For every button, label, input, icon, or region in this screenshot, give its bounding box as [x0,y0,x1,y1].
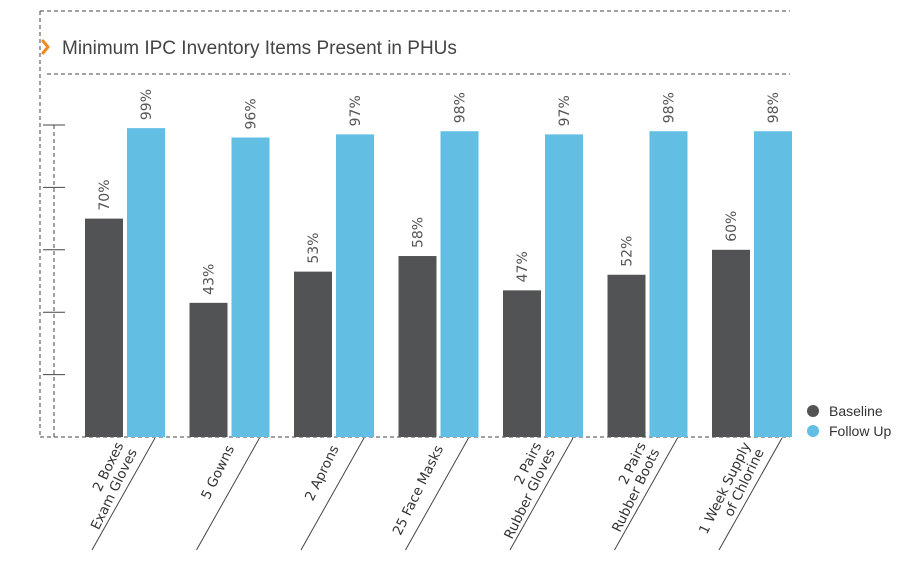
category-labels: 2 BoxesExam Gloves 5 Gowns 2 Aprons 25 Face… [74,437,783,551]
data-label-follow-up-2: 97% [348,95,364,126]
category-label-2: 2 Aprons [302,443,343,504]
category-divider-5 [614,437,678,551]
chart-title: Minimum IPC Inventory Items Present in P… [62,38,457,59]
data-label-baseline-5: 52% [620,236,636,267]
data-label-baseline-0: 70% [97,179,113,210]
bar-follow-up-0 [127,128,165,437]
bar-follow-up-6 [754,131,792,438]
data-labels: 70% 99% 43% 96% 53% 97% 58% 98% 47% 97% 52% 98% 60% 9… [97,89,782,295]
legend-swatch-follow-up [807,425,819,437]
bar-follow-up-2 [336,134,374,438]
bar-baseline-3 [398,256,437,437]
bar-baseline-6 [712,249,750,437]
category-divider-0 [91,437,156,551]
category-label-line: 2 Aprons [302,443,343,504]
bar-baseline-5 [607,274,646,437]
category-label-line: 25 Face Masks [390,443,447,538]
category-divider-1 [196,437,260,551]
bar-follow-up-3 [440,131,479,438]
bar-baseline-2 [294,271,332,437]
bars [85,128,792,438]
category-divider-3 [405,437,469,551]
category-label-3: 25 Face Masks [390,443,447,538]
data-label-baseline-3: 58% [411,217,427,248]
category-label-0: 2 BoxesExam Gloves [74,440,140,533]
bar-baseline-0 [85,218,123,437]
legend-label-baseline: Baseline [829,403,883,419]
data-label-follow-up-6: 98% [766,92,782,123]
category-divider-6 [718,437,783,551]
bar-follow-up-5 [649,131,688,438]
data-label-baseline-2: 53% [306,233,322,264]
category-divider-4 [509,437,574,551]
data-label-follow-up-0: 99% [139,89,155,120]
data-label-baseline-4: 47% [515,251,531,282]
bar-follow-up-4 [545,134,583,438]
category-label-line: 5 Gowns [198,443,238,502]
legend-label-follow-up: Follow Up [829,423,891,439]
chevron-right-icon [41,39,50,55]
y-axis-ticks [43,124,65,376]
data-label-baseline-1: 43% [202,264,218,295]
data-label-baseline-6: 60% [724,211,740,242]
legend-swatch-baseline [807,405,819,417]
bar-baseline-4 [503,290,541,437]
legend: Baseline Follow Up [807,403,891,439]
data-label-follow-up-1: 96% [244,98,260,129]
data-label-follow-up-4: 97% [557,95,573,126]
bar-baseline-1 [189,302,228,437]
category-label-5: 2 PairsRubber Boots [596,440,664,535]
data-label-follow-up-3: 98% [453,92,469,123]
category-divider-2 [300,437,365,551]
category-label-1: 5 Gowns [198,443,238,502]
bar-follow-up-1 [231,137,270,438]
data-label-follow-up-5: 98% [662,92,678,123]
